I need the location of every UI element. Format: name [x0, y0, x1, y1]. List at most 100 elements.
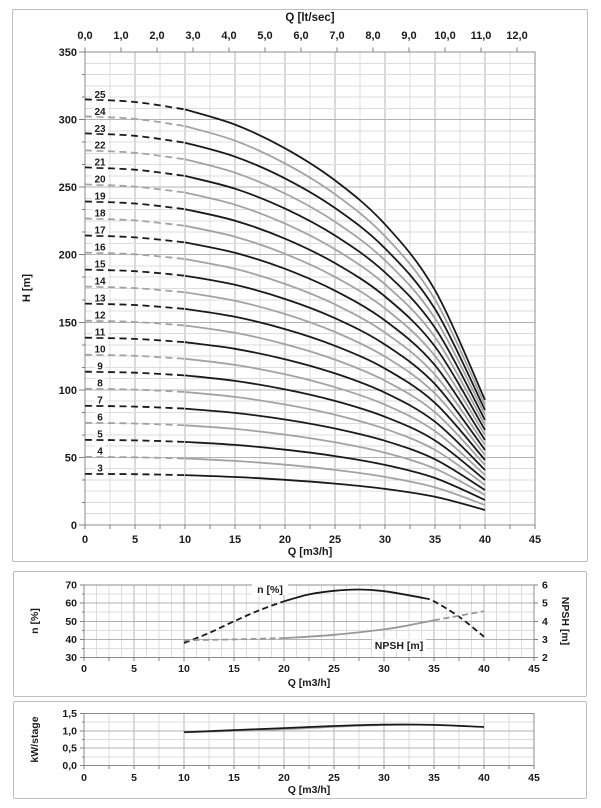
- svg-text:5: 5: [131, 663, 137, 675]
- svg-text:13: 13: [94, 294, 106, 305]
- svg-text:9,0: 9,0: [401, 30, 416, 42]
- svg-text:350: 350: [59, 47, 77, 59]
- svg-text:Q [lt/sec]: Q [lt/sec]: [285, 12, 334, 24]
- svg-text:15: 15: [228, 663, 240, 675]
- svg-text:20: 20: [94, 175, 106, 186]
- svg-text:5: 5: [132, 534, 138, 546]
- svg-text:12: 12: [94, 311, 106, 322]
- svg-text:60: 60: [65, 598, 77, 610]
- svg-text:35: 35: [429, 534, 441, 546]
- svg-text:1,0: 1,0: [113, 30, 128, 42]
- svg-text:150: 150: [59, 317, 77, 329]
- svg-text:NPSH [m]: NPSH [m]: [559, 597, 571, 645]
- svg-text:11: 11: [95, 328, 106, 339]
- svg-text:4: 4: [97, 447, 103, 458]
- svg-text:50: 50: [65, 452, 77, 464]
- svg-text:5: 5: [97, 430, 103, 441]
- svg-text:n [%]: n [%]: [29, 608, 41, 634]
- svg-text:6: 6: [97, 413, 103, 424]
- svg-text:3: 3: [542, 634, 548, 646]
- svg-text:21: 21: [94, 158, 106, 169]
- svg-text:17: 17: [94, 226, 106, 237]
- svg-text:4,0: 4,0: [221, 30, 236, 42]
- svg-text:5: 5: [542, 598, 548, 610]
- svg-text:24: 24: [94, 107, 106, 118]
- svg-text:14: 14: [94, 277, 106, 288]
- svg-text:18: 18: [94, 209, 106, 220]
- svg-text:20: 20: [278, 772, 290, 784]
- svg-text:10: 10: [94, 345, 106, 356]
- svg-text:25: 25: [329, 534, 341, 546]
- svg-text:7: 7: [97, 396, 103, 407]
- svg-text:10: 10: [178, 772, 190, 784]
- svg-text:30: 30: [378, 772, 390, 784]
- svg-text:3: 3: [97, 464, 103, 475]
- svg-text:35: 35: [428, 772, 440, 784]
- svg-text:0: 0: [81, 772, 87, 784]
- svg-text:NPSH [m]: NPSH [m]: [375, 640, 423, 652]
- svg-text:8: 8: [97, 379, 103, 390]
- svg-text:12,0: 12,0: [506, 30, 527, 42]
- svg-text:6,0: 6,0: [293, 30, 308, 42]
- svg-text:10: 10: [178, 663, 190, 675]
- svg-text:8,0: 8,0: [365, 30, 380, 42]
- svg-text:10,0: 10,0: [434, 30, 455, 42]
- svg-text:45: 45: [528, 663, 540, 675]
- svg-text:10: 10: [179, 534, 191, 546]
- svg-text:5: 5: [131, 772, 137, 784]
- svg-text:0,0: 0,0: [77, 30, 92, 42]
- svg-text:25: 25: [94, 90, 106, 101]
- svg-text:100: 100: [59, 385, 77, 397]
- svg-text:30: 30: [65, 652, 77, 664]
- svg-text:2: 2: [542, 652, 548, 664]
- svg-text:20: 20: [279, 534, 291, 546]
- svg-text:30: 30: [379, 534, 391, 546]
- svg-text:0: 0: [82, 534, 88, 546]
- svg-text:16: 16: [94, 243, 106, 254]
- svg-text:23: 23: [94, 124, 106, 135]
- svg-text:70: 70: [65, 580, 77, 592]
- svg-text:4: 4: [542, 616, 548, 628]
- svg-text:15: 15: [94, 260, 106, 271]
- svg-text:1,0: 1,0: [62, 725, 77, 737]
- svg-text:25: 25: [328, 663, 340, 675]
- svg-text:25: 25: [328, 772, 340, 784]
- svg-text:40: 40: [478, 772, 490, 784]
- svg-text:3,0: 3,0: [185, 30, 200, 42]
- svg-text:5,0: 5,0: [257, 30, 272, 42]
- svg-text:19: 19: [94, 192, 106, 203]
- svg-text:0: 0: [81, 663, 87, 675]
- svg-text:H [m]: H [m]: [21, 274, 33, 302]
- svg-text:50: 50: [65, 616, 77, 628]
- svg-text:22: 22: [94, 141, 106, 152]
- svg-text:Q [m3/h]: Q [m3/h]: [288, 546, 333, 558]
- svg-text:n [%]: n [%]: [257, 584, 283, 596]
- svg-text:40: 40: [478, 663, 490, 675]
- svg-text:35: 35: [428, 663, 440, 675]
- svg-text:6: 6: [542, 580, 548, 592]
- svg-text:45: 45: [528, 772, 540, 784]
- svg-text:250: 250: [59, 182, 77, 194]
- svg-text:9: 9: [97, 362, 103, 373]
- svg-text:200: 200: [59, 250, 77, 262]
- svg-text:1,5: 1,5: [62, 708, 77, 720]
- svg-text:Q [m3/h]: Q [m3/h]: [288, 677, 331, 689]
- svg-text:45: 45: [529, 534, 541, 546]
- svg-text:Q [m3/h]: Q [m3/h]: [288, 784, 331, 796]
- svg-text:40: 40: [65, 634, 77, 646]
- svg-text:0,5: 0,5: [62, 743, 77, 755]
- svg-text:15: 15: [228, 772, 240, 784]
- svg-text:kW/stage: kW/stage: [29, 716, 41, 762]
- svg-text:7,0: 7,0: [329, 30, 344, 42]
- svg-text:300: 300: [59, 115, 77, 127]
- svg-text:0: 0: [71, 520, 77, 532]
- svg-text:15: 15: [229, 534, 241, 546]
- svg-text:11,0: 11,0: [471, 30, 492, 42]
- svg-text:40: 40: [479, 534, 491, 546]
- svg-text:2,0: 2,0: [149, 30, 164, 42]
- svg-text:20: 20: [278, 663, 290, 675]
- svg-text:30: 30: [378, 663, 390, 675]
- svg-text:0,0: 0,0: [62, 760, 77, 772]
